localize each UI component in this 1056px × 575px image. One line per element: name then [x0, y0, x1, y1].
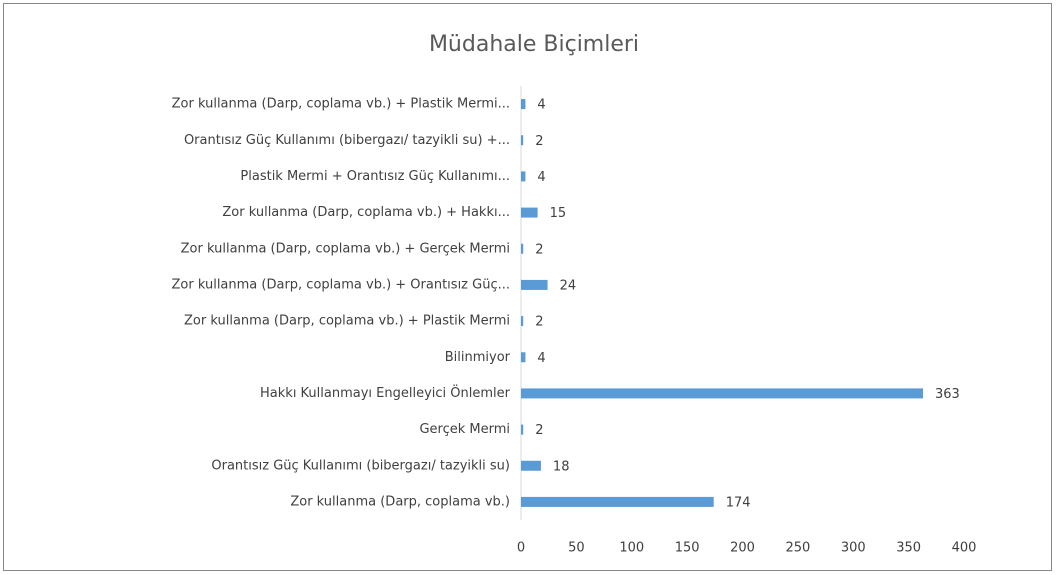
y-tick-label: Plastik Mermi + Orantısız Güç Kullanımı.… [240, 169, 510, 184]
bar [521, 279, 548, 290]
value-label: 363 [935, 387, 960, 402]
y-tick-label: Zor kullanma (Darp, coplama vb.) [290, 494, 510, 509]
value-label: 18 [553, 459, 570, 474]
x-tick-label: 250 [785, 541, 810, 556]
bar [521, 243, 524, 254]
bar [521, 316, 524, 327]
value-label: 2 [535, 315, 543, 330]
chart-title: Müdahale Biçimleri [429, 32, 639, 57]
value-label: 2 [535, 134, 543, 149]
y-tick-label: Orantısız Güç Kullanımı (bibergazı/ tazy… [184, 133, 510, 148]
y-tick-label: Zor kullanma (Darp, coplama vb.) + Gerçe… [181, 241, 510, 256]
bar [521, 135, 524, 146]
y-tick-label: Zor kullanma (Darp, coplama vb.) + Plast… [172, 97, 510, 112]
bar [521, 99, 526, 110]
bar [521, 171, 526, 182]
x-tick-label: 0 [517, 541, 525, 556]
y-tick-label: Gerçek Mermi [419, 422, 510, 437]
x-tick-label: 150 [675, 541, 700, 556]
bar [521, 496, 714, 507]
y-tick-label: Bilinmiyor [445, 350, 511, 365]
x-tick-label: 300 [841, 541, 866, 556]
value-label: 2 [535, 242, 543, 257]
x-tick-label: 400 [952, 541, 977, 556]
value-label: 2 [535, 423, 543, 438]
value-label: 15 [550, 206, 567, 221]
y-tick-label: Orantısız Güç Kullanımı (bibergazı/ tazy… [211, 458, 510, 473]
bar [521, 388, 924, 399]
y-tick-label: Zor kullanma (Darp, coplama vb.) + Plast… [184, 314, 510, 329]
bar [521, 424, 524, 435]
bar [521, 460, 541, 471]
y-tick-label: Hakkı Kullanmayı Engelleyici Önlemler [260, 384, 511, 401]
y-tick-label: Zor kullanma (Darp, coplama vb.) + Hakkı… [222, 205, 510, 220]
x-tick-label: 100 [619, 541, 644, 556]
bar [521, 352, 526, 363]
x-tick-label: 50 [568, 541, 585, 556]
x-tick-label: 350 [896, 541, 921, 556]
value-label: 4 [537, 170, 545, 185]
y-tick-label: Zor kullanma (Darp, coplama vb.) + Orant… [172, 277, 511, 292]
x-tick-label: 200 [730, 541, 755, 556]
value-label: 174 [726, 495, 751, 510]
value-label: 24 [560, 278, 577, 293]
value-label: 4 [537, 351, 545, 366]
value-label: 4 [537, 98, 545, 113]
bar [521, 207, 538, 218]
